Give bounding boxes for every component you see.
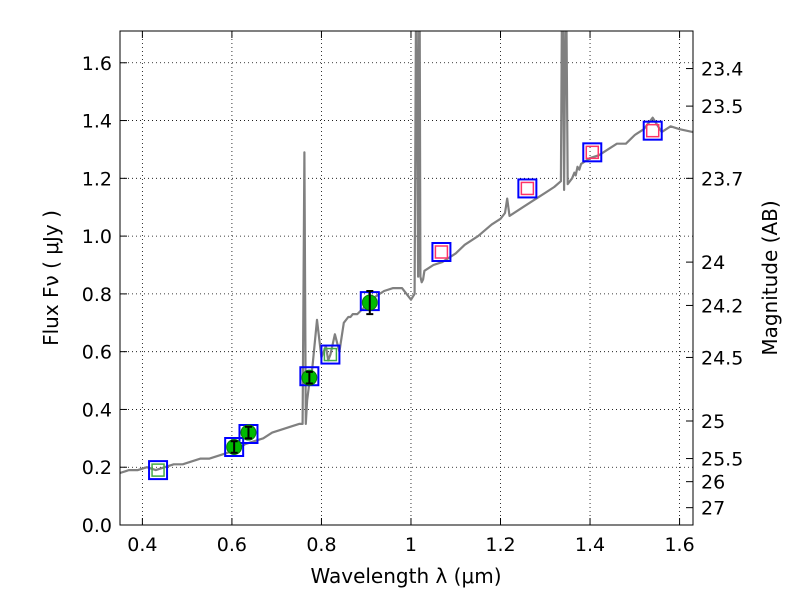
plot-background (120, 31, 693, 525)
x-tick-label: 0.6 (217, 534, 247, 556)
y-axis-right-label: Magnitude (AB) (758, 200, 782, 355)
synthetic-marker-red-inner (585, 145, 600, 160)
y-tick-label: 0.2 (82, 457, 112, 479)
mag-tick-label: 25.5 (701, 449, 743, 471)
x-axis-label: Wavelength λ (μm) (310, 564, 501, 588)
synthetic-marker-red (642, 120, 663, 141)
synthetic-marker-red-inner (434, 245, 449, 259)
axis-ticks: 0.4 0.6 0.8 1 1.2 1.4 1.6 0.0 0.2 0.4 0.6 0.8 1.0 1.2… (82, 31, 743, 556)
y-tick-label: 1.0 (82, 226, 112, 248)
mag-tick-label: 24.5 (701, 347, 743, 369)
synthetic-marker-green-inner (151, 463, 165, 477)
mag-tick-label: 23.5 (701, 96, 743, 118)
y-tick-label: 0.4 (82, 399, 112, 421)
photometry-markers (148, 120, 663, 481)
synthetic-marker-green-inner (323, 347, 338, 362)
x-tick-label: 1.2 (485, 534, 515, 556)
mag-tick-label: 23.7 (701, 168, 743, 190)
mag-tick-label: 24.2 (701, 295, 743, 317)
model-photometry-box (224, 437, 245, 457)
mag-tick-label: 27 (701, 498, 725, 520)
synthetic-marker-green (320, 344, 341, 365)
x-tick-label: 0.4 (127, 534, 157, 556)
mag-tick-label: 26 (701, 472, 725, 494)
x-tick-label: 1.4 (575, 534, 605, 556)
mag-tick-label: 25 (701, 411, 725, 433)
mag-tick-label: 23.4 (701, 59, 743, 81)
y-tick-label: 1.4 (82, 111, 112, 133)
x-tick-label: 0.8 (306, 534, 336, 556)
synthetic-marker-red-inner (645, 123, 660, 138)
synthetic-marker-red (517, 178, 538, 199)
y-axis-label: Flux Fν ( μJy ) (39, 210, 63, 346)
synthetic-marker-red (582, 142, 603, 163)
mag-tick-label: 24 (701, 252, 725, 274)
x-tick-label: 1 (405, 534, 417, 556)
synthetic-marker-red (431, 242, 452, 262)
y-tick-label: 1.6 (82, 53, 112, 75)
synthetic-marker-red-inner (520, 181, 535, 196)
x-tick-label: 1.6 (664, 534, 694, 556)
y-tick-label: 1.2 (82, 168, 112, 190)
y-tick-label: 0.0 (82, 515, 112, 537)
y-tick-label: 0.8 (82, 284, 112, 306)
model-spectrum-line (120, 31, 693, 475)
plot-frame (119, 30, 694, 526)
y-tick-label: 0.6 (82, 342, 112, 364)
synthetic-marker-green (148, 460, 169, 481)
